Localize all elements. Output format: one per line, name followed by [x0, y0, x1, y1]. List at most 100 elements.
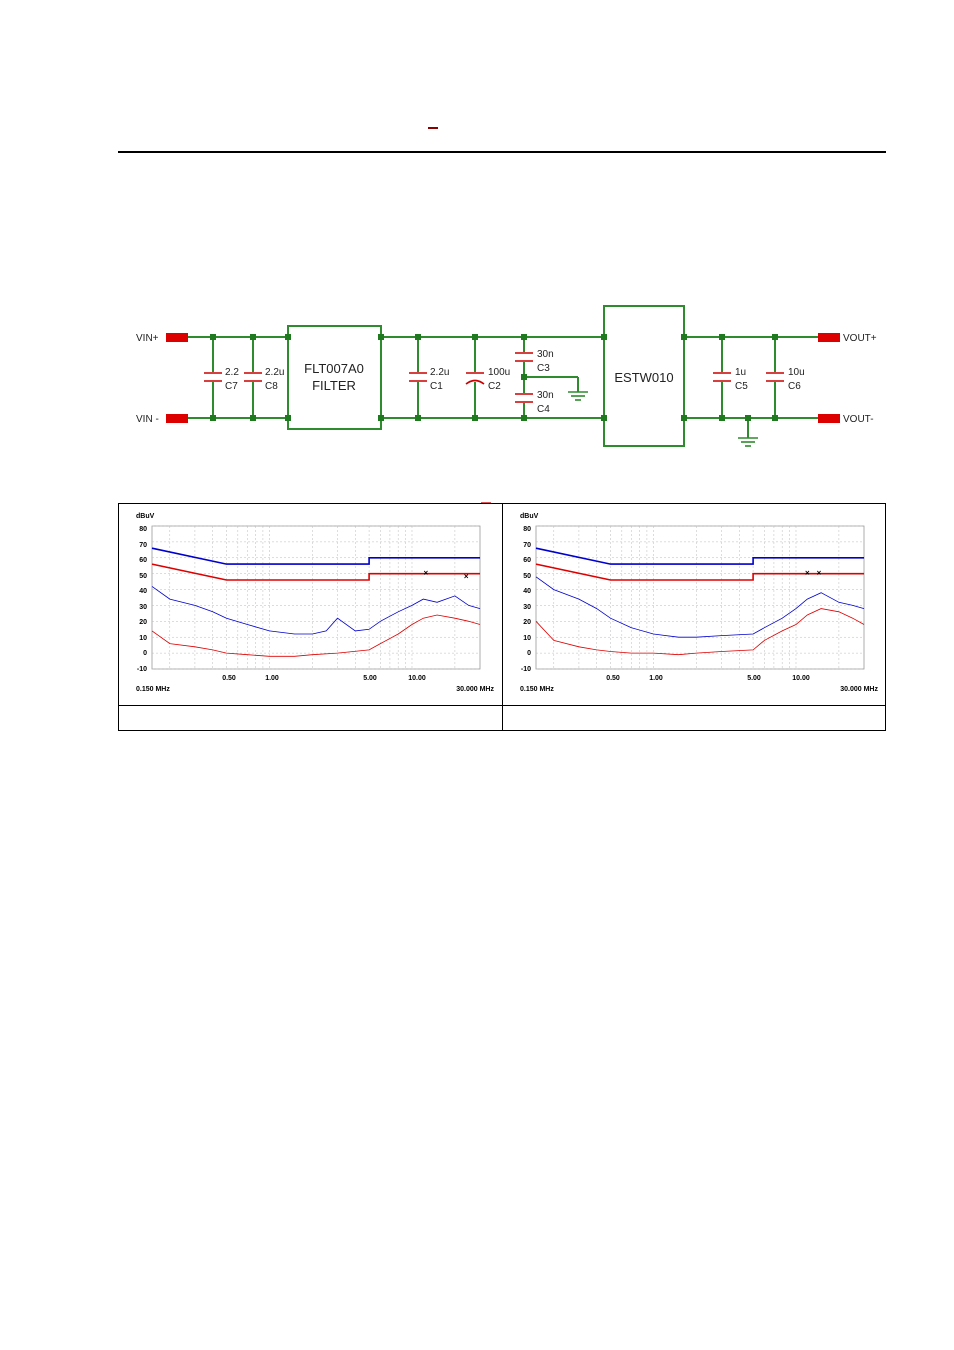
- emi-plot-left: dBuV 80 70 60 50 40 30 20 10 0 -10 0.50 …: [136, 513, 494, 693]
- peak-marker-icon: ×: [817, 569, 822, 578]
- c3-value: 30n: [537, 349, 554, 360]
- header-red-mark: [428, 127, 438, 129]
- ytick-label: 50: [139, 573, 147, 580]
- capacitor-c6: [766, 372, 784, 382]
- x-start-label: 0.150 MHz: [520, 686, 554, 693]
- c8-value: 2.2u: [265, 367, 284, 378]
- ytick-label: 0: [143, 650, 147, 657]
- plot-ylabel: dBuV: [520, 513, 539, 520]
- ytick-label: 0: [527, 650, 531, 657]
- label-vout-minus: VOUT-: [843, 414, 874, 425]
- label-vin-plus: VIN+: [136, 333, 159, 344]
- xtick-label: 0.50: [222, 675, 236, 682]
- ytick-label: 80: [523, 526, 531, 533]
- xtick-label: 5.00: [363, 675, 377, 682]
- ytick-label: 30: [139, 604, 147, 611]
- c5-value: 1u: [735, 367, 746, 378]
- circuit-schematic: VIN+ VIN - VOUT+ VOUT- 2.2 C7 2.2u C8 2.…: [136, 305, 877, 447]
- measurement-trace: [535, 576, 865, 638]
- xtick-label: 10.00: [792, 675, 810, 682]
- ytick-label: 60: [139, 557, 147, 564]
- ytick-label: 70: [139, 542, 147, 549]
- capacitors: [204, 352, 784, 403]
- ytick-label: 10: [139, 635, 147, 642]
- capacitor-c8: [244, 372, 262, 382]
- ytick-label: 20: [139, 619, 147, 626]
- c6-name: C6: [788, 381, 801, 392]
- c1-name: C1: [430, 381, 443, 392]
- capacitor-c7: [204, 372, 222, 382]
- c3-name: C3: [537, 363, 550, 374]
- c4-name: C4: [537, 404, 550, 415]
- capacitor-c2: [465, 372, 485, 385]
- emi-plot-right: dBuV 80 70 60 50 40 30 20 10 0 -10 0.50 …: [520, 513, 878, 693]
- c1-value: 2.2u: [430, 367, 449, 378]
- table-divider-horizontal: [119, 705, 885, 706]
- plot-area: [535, 525, 865, 670]
- converter-block-label: ESTW010: [614, 370, 673, 385]
- plot-ylabel: dBuV: [136, 513, 155, 520]
- c6-value: 10u: [788, 367, 805, 378]
- xtick-label: 10.00: [408, 675, 426, 682]
- ytick-label: -10: [521, 666, 531, 673]
- wires: [188, 336, 820, 438]
- c8-name: C8: [265, 381, 278, 392]
- junction-nodes: [210, 334, 778, 421]
- limit-line: [151, 563, 480, 581]
- ytick-label: 40: [523, 588, 531, 595]
- terminal-vin-plus: [166, 333, 188, 342]
- plot-area: [151, 525, 481, 670]
- filter-block: [287, 325, 382, 430]
- filter-block-label-1: FLT007A0: [304, 361, 364, 376]
- xtick-label: 1.00: [649, 675, 663, 682]
- plot-cell-right: dBuV 80 70 60 50 40 30 20 10 0 -10 0.50 …: [503, 504, 886, 705]
- limit-line: [535, 563, 864, 581]
- c7-name: C7: [225, 381, 238, 392]
- output-ground-icon: [738, 437, 758, 447]
- ytick-label: 10: [523, 635, 531, 642]
- label-vout-plus: VOUT+: [843, 333, 877, 344]
- capacitor-c3: [515, 352, 533, 362]
- c2-value: 100u: [488, 367, 510, 378]
- measurement-trace: [151, 586, 481, 635]
- peak-marker-icon: ×: [464, 572, 469, 581]
- ytick-label: 60: [523, 557, 531, 564]
- x-start-label: 0.150 MHz: [136, 686, 170, 693]
- ytick-label: 50: [523, 573, 531, 580]
- c2-name: C2: [488, 381, 501, 392]
- xtick-label: 5.00: [747, 675, 761, 682]
- peak-marker-icon: ×: [805, 569, 810, 578]
- limit-line: [535, 547, 864, 565]
- capacitor-c5: [713, 372, 731, 382]
- table-divider-vertical: [502, 504, 503, 730]
- converter-block: [603, 305, 685, 447]
- terminal-vout-minus: [818, 414, 840, 423]
- ytick-label: 30: [523, 604, 531, 611]
- peak-marker-icon: ×: [423, 569, 428, 578]
- header-rule: [118, 151, 886, 153]
- ground-icon: [568, 391, 588, 401]
- capacitor-c1: [409, 372, 427, 382]
- plot-cell-left: dBuV 80 70 60 50 40 30 20 10 0 -10 0.50 …: [119, 504, 502, 705]
- terminal-vout-plus: [818, 333, 840, 342]
- c4-value: 30n: [537, 390, 554, 401]
- limit-line: [151, 547, 480, 565]
- xtick-label: 0.50: [606, 675, 620, 682]
- xtick-label: 1.00: [265, 675, 279, 682]
- plot-table: dBuV 80 70 60 50 40 30 20 10 0 -10 0.50 …: [118, 503, 886, 731]
- label-vin-minus: VIN -: [136, 414, 159, 425]
- x-end-label: 30.000 MHz: [840, 686, 878, 693]
- ytick-label: 40: [139, 588, 147, 595]
- c5-name: C5: [735, 381, 748, 392]
- ytick-label: 80: [139, 526, 147, 533]
- terminal-vin-minus: [166, 414, 188, 423]
- ytick-label: -10: [137, 666, 147, 673]
- filter-block-label-2: FILTER: [312, 378, 356, 393]
- measurement-trace: [535, 608, 865, 656]
- ytick-label: 20: [523, 619, 531, 626]
- c7-value: 2.2: [225, 367, 239, 378]
- small-red-mark: [481, 502, 491, 503]
- capacitor-c4: [515, 393, 533, 403]
- ytick-label: 70: [523, 542, 531, 549]
- measurement-trace: [151, 614, 481, 657]
